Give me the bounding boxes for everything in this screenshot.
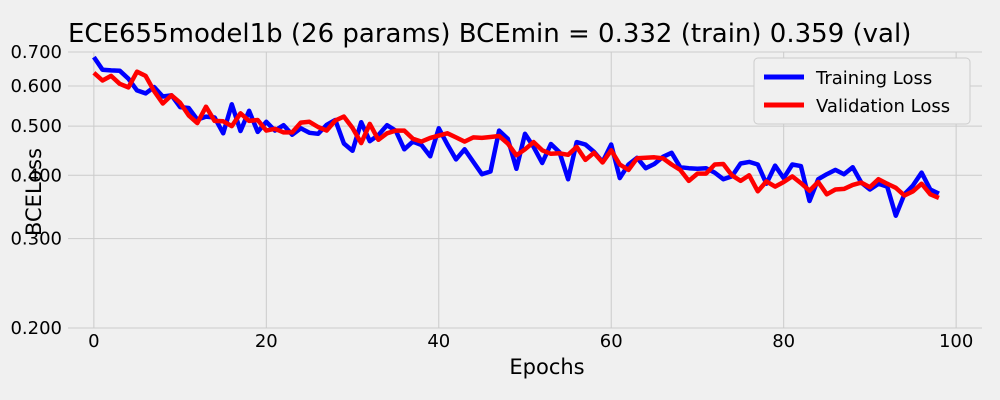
- y-tick-label: 0.300: [10, 229, 62, 250]
- y-tick-label: 0.400: [10, 165, 62, 186]
- y-axis-label: BCELoss: [22, 148, 46, 236]
- training-loss-line: [92, 55, 940, 218]
- chart-title: ECE655model1b (26 params) BCEmin = 0.332…: [68, 19, 911, 49]
- y-tick-label: 0.500: [10, 116, 62, 137]
- legend-label-training: Training Loss: [815, 68, 932, 89]
- legend-label-validation: Validation Loss: [816, 96, 950, 117]
- legend: Training Loss Validation Loss: [753, 57, 971, 125]
- plot-lines: [92, 55, 940, 218]
- y-tick-label: 0.700: [10, 42, 62, 63]
- y-tick-label: 0.200: [10, 318, 62, 339]
- x-tick-label: 80: [772, 331, 795, 352]
- y-tick-label: 0.600: [10, 76, 62, 97]
- x-axis-label: Epochs: [509, 355, 584, 379]
- x-tick-label: 60: [600, 331, 623, 352]
- x-tick-label: 40: [427, 331, 450, 352]
- x-tick-label: 0: [88, 331, 99, 352]
- x-tick-label: 20: [255, 331, 278, 352]
- legend-box: [753, 57, 971, 125]
- validation-loss-line: [92, 69, 940, 200]
- x-tick-label: 100: [939, 331, 973, 352]
- tick-labels: 0 20 40 60 80 100 0.200 0.300 0.400 0.500 0.600 0.7…: [10, 42, 973, 352]
